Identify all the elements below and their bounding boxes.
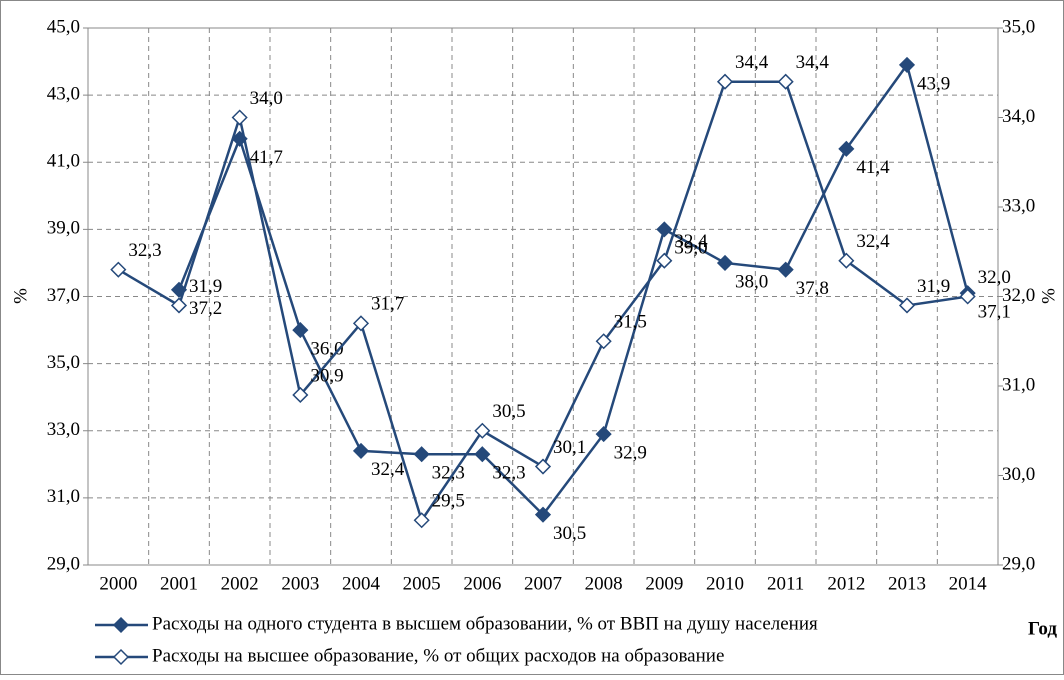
- data-point: [595, 426, 612, 443]
- data-point: [352, 442, 370, 459]
- data-label: 30,5: [492, 401, 525, 422]
- data-point: [959, 288, 976, 305]
- data-point: [838, 140, 855, 157]
- data-label: 30,5: [553, 523, 586, 544]
- y-tick-label: 29,0: [47, 553, 80, 574]
- data-label: 32,4: [674, 231, 708, 252]
- y2-tick-label: 31,0: [1002, 374, 1035, 395]
- y-tick-label: 41,0: [47, 151, 80, 172]
- x-tick-label: 2004: [342, 573, 381, 594]
- y-tick-label: 31,0: [47, 486, 80, 507]
- y2-tick-label: 32,0: [1002, 285, 1035, 306]
- data-point: [170, 297, 188, 314]
- x-tick-label: 2001: [160, 573, 198, 594]
- data-label: 31,9: [189, 276, 222, 297]
- data-label: 29,5: [432, 491, 465, 512]
- data-label: 31,7: [371, 294, 404, 315]
- data-point: [292, 322, 309, 339]
- data-point: [110, 261, 127, 278]
- data-label: 37,1: [978, 302, 1011, 323]
- y2-axis-label: %: [1038, 288, 1059, 304]
- data-point: [474, 422, 491, 439]
- y2-tick-label: 35,0: [1002, 16, 1035, 37]
- y-tick-label: 39,0: [47, 218, 80, 239]
- x-tick-label: 2006: [463, 573, 501, 594]
- x-tick-label: 2002: [221, 573, 259, 594]
- data-point: [777, 261, 794, 278]
- data-label: 31,5: [614, 312, 647, 333]
- y2-tick-label: 34,0: [1002, 106, 1035, 127]
- y-tick-label: 43,0: [47, 83, 80, 104]
- data-point: [352, 315, 370, 332]
- data-point: [656, 221, 673, 238]
- series-line: [177, 62, 969, 517]
- y-tick-label: 33,0: [47, 419, 80, 440]
- y-tick-label: 37,0: [47, 285, 80, 306]
- data-label: 32,4: [856, 231, 890, 252]
- x-tick-label: 2003: [281, 573, 319, 594]
- x-tick-label: 2005: [403, 573, 441, 594]
- data-point: [716, 254, 734, 271]
- data-point: [413, 512, 430, 529]
- x-tick-label: 2013: [888, 573, 926, 594]
- x-tick-label: 2011: [767, 573, 804, 594]
- y2-tick-label: 33,0: [1002, 195, 1035, 216]
- data-label: 41,7: [250, 147, 283, 168]
- data-point: [413, 446, 430, 463]
- data-label: 32,3: [492, 463, 525, 484]
- y2-tick-label: 29,0: [1002, 553, 1035, 574]
- data-point: [231, 109, 248, 126]
- data-label: 34,0: [250, 88, 283, 109]
- data-label: 30,1: [553, 437, 586, 458]
- legend-label: Расходы на одного студента в высшем обра…: [152, 613, 818, 634]
- data-point: [534, 506, 552, 523]
- x-tick-label: 2012: [827, 573, 865, 594]
- data-point: [595, 333, 612, 350]
- y-axis-label: %: [10, 288, 31, 304]
- legend-marker: [112, 616, 130, 634]
- data-label: 43,9: [917, 73, 950, 94]
- x-tick-label: 2008: [585, 573, 623, 594]
- data-label: 38,0: [735, 271, 768, 292]
- x-tick-label: 2000: [99, 573, 137, 594]
- data-label: 34,4: [796, 52, 830, 73]
- y-tick-label: 45,0: [47, 16, 80, 37]
- y2-tick-label: 30,0: [1002, 464, 1035, 485]
- data-label: 32,9: [614, 442, 647, 463]
- data-point: [656, 252, 673, 269]
- y-tick-label: 35,0: [47, 352, 80, 373]
- data-label: 39,0: [674, 238, 707, 259]
- legend-marker: [112, 648, 130, 666]
- x-tick-label: 2010: [706, 573, 744, 594]
- data-label: 37,2: [189, 298, 222, 319]
- data-point: [716, 73, 734, 90]
- x-tick-label: 2009: [645, 573, 683, 594]
- data-point: [534, 458, 552, 475]
- data-label: 32,4: [371, 459, 405, 480]
- data-label: 30,9: [310, 365, 343, 386]
- data-point: [838, 252, 855, 269]
- data-label: 34,4: [735, 52, 769, 73]
- data-label: 37,8: [796, 278, 829, 299]
- data-point: [898, 56, 916, 73]
- data-label: 32,3: [128, 240, 161, 261]
- x-tick-label: 2014: [949, 573, 988, 594]
- data-point: [292, 386, 309, 404]
- data-point: [777, 73, 794, 90]
- data-point: [474, 446, 491, 463]
- plot-area: [87, 27, 999, 566]
- x-tick-label: 2007: [524, 573, 562, 594]
- data-label: 32,0: [978, 267, 1011, 288]
- x-axis-label: Год: [1028, 618, 1057, 639]
- data-label: 31,9: [917, 276, 950, 297]
- data-point: [898, 297, 916, 314]
- legend-label: Расходы на высшее образование, % от общи…: [152, 645, 724, 666]
- data-label: 41,4: [856, 157, 890, 178]
